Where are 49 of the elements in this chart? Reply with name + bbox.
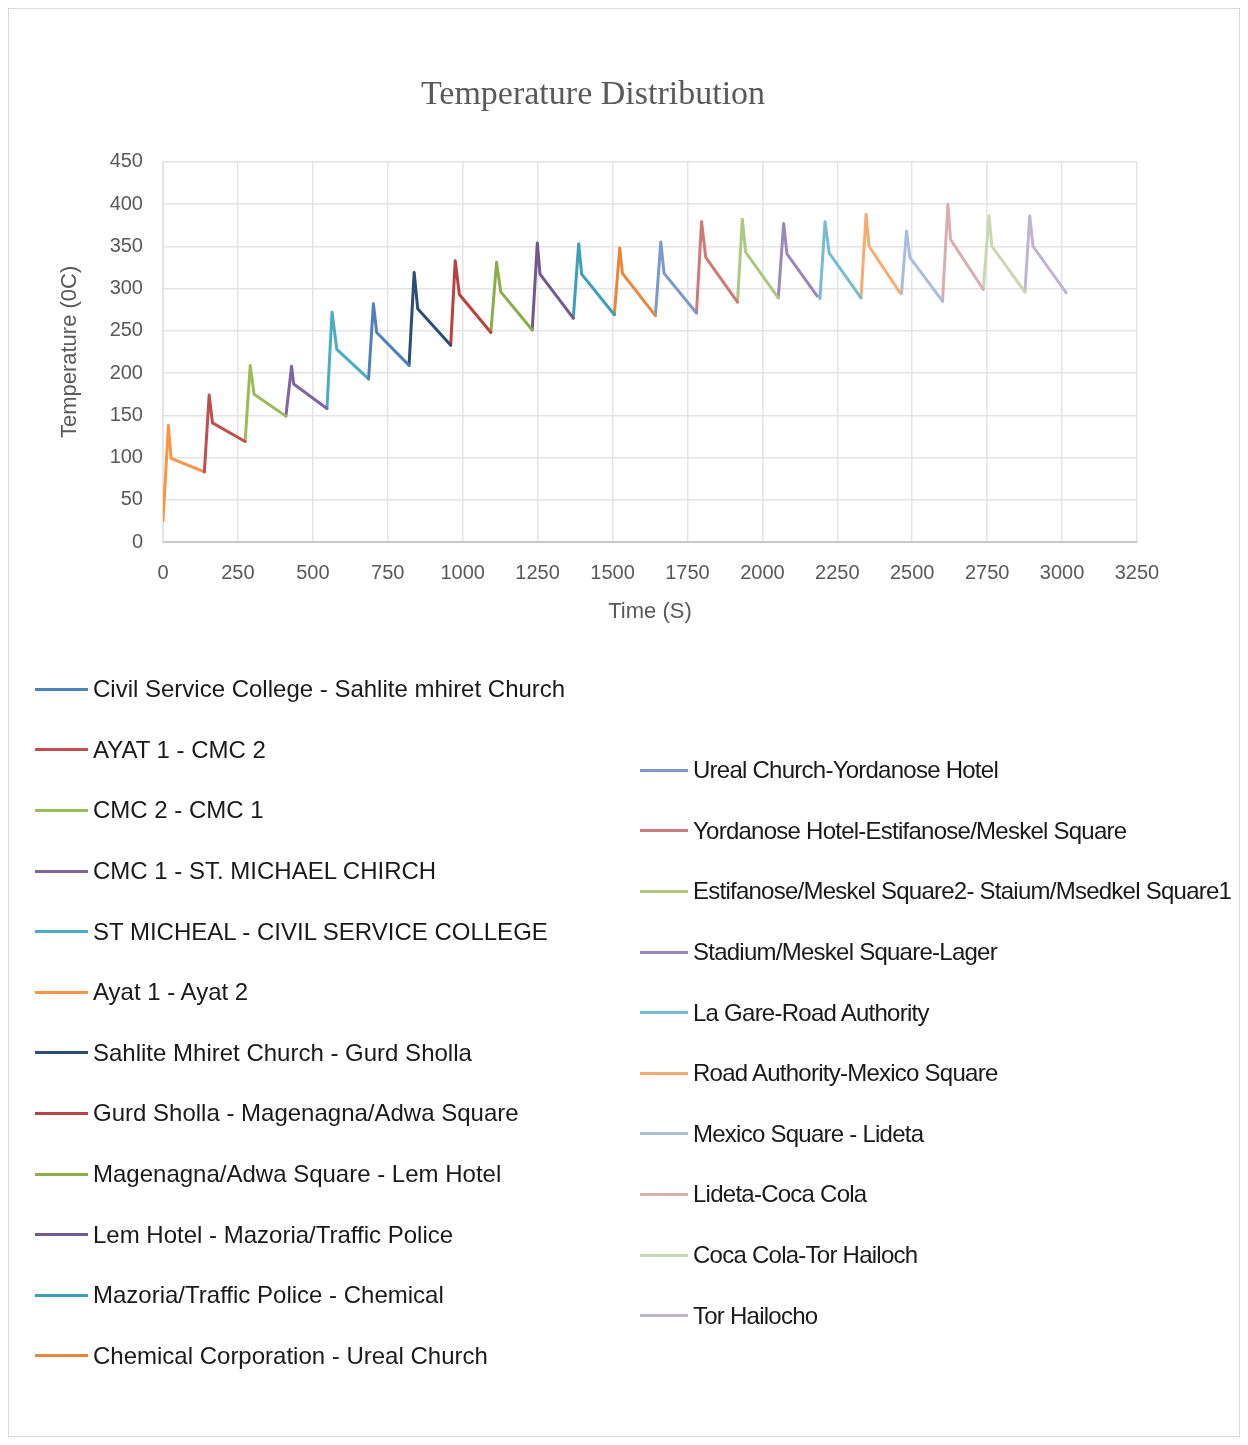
- x-tick-label: 1250: [515, 560, 560, 583]
- legend-label: Tor Hailocho: [693, 1301, 818, 1330]
- x-tick-label: 2750: [964, 560, 1010, 583]
- legend-label: ST MICHEAL - CIVIL SERVICE COLLEGE: [93, 917, 548, 946]
- legend-label: Coca Cola-Tor Hailoch: [693, 1241, 918, 1270]
- x-axis-title: Time (S): [608, 597, 692, 623]
- x-tick-label: 0: [157, 560, 169, 583]
- x-tick-label: 1000: [440, 560, 485, 583]
- legend-label: Magenagna/Adwa Square - Lem Hotel: [93, 1160, 502, 1189]
- y-tick-label: 150: [109, 402, 143, 425]
- legend-label: La Gare-Road Authority: [693, 998, 929, 1027]
- y-tick-label: 350: [109, 233, 143, 256]
- legend-label: Gurd Sholla - Magenagna/Adwa Square: [93, 1099, 519, 1128]
- y-axis-title: Temperature (0C): [56, 265, 82, 439]
- legend-label: Ayat 1 - Ayat 2: [93, 978, 249, 1007]
- legend-label: Ureal Church-Yordanose Hotel: [693, 756, 998, 785]
- legend-label: Chemical Corporation - Ureal Church: [93, 1341, 488, 1370]
- legend-label: Mazoria/Traffic Police - Chemical: [93, 1281, 444, 1310]
- y-tick-label: 0: [131, 529, 143, 552]
- x-tick-label: 1500: [590, 560, 635, 583]
- x-tick-label: 1750: [665, 560, 710, 583]
- x-tick-label: 750: [371, 560, 405, 583]
- legend-label: CMC 1 - ST. MICHAEL CHIRCH: [93, 857, 437, 886]
- legend-label: Yordanose Hotel-Estifanose/Meskel Square: [693, 816, 1127, 845]
- y-tick-label: 100: [109, 445, 143, 468]
- x-tick-label: 3250: [1114, 560, 1160, 583]
- legend-label: AYAT 1 - CMC 2: [93, 735, 266, 764]
- y-tick-label: 200: [109, 360, 143, 383]
- y-tick-label: 50: [120, 487, 143, 510]
- legend-label: Lideta-Coca Cola: [693, 1180, 867, 1209]
- legend-label: Civil Service College - Sahlite mhiret Church: [93, 675, 566, 704]
- legend-label: Sahlite Mhiret Church - Gurd Sholla: [93, 1038, 472, 1067]
- chart-title: Temperature Distribution: [420, 74, 766, 112]
- legend-label: CMC 2 - CMC 1: [93, 796, 264, 825]
- x-tick-label: 2250: [815, 560, 860, 583]
- legend-label: Road Authority-Mexico Square: [693, 1059, 998, 1088]
- y-tick-label: 400: [109, 191, 143, 214]
- x-tick-label: 500: [296, 560, 330, 583]
- y-tick-label: 250: [109, 318, 143, 341]
- legend-label: Mexico Square - Lideta: [693, 1119, 924, 1148]
- y-tick-label: 300: [109, 276, 143, 299]
- x-tick-label: 250: [221, 560, 255, 583]
- x-tick-label: 2000: [740, 560, 785, 583]
- legend-label: Estifanose/Meskel Square2- Staium/Msedkel Square1: [693, 877, 1232, 906]
- x-tick-label: 2500: [889, 560, 935, 583]
- legend-label: Stadium/Meskel Square-Lager: [693, 938, 997, 967]
- x-tick-label: 3000: [1039, 560, 1085, 583]
- legend-label: Lem Hotel - Mazoria/Traffic Police: [93, 1220, 454, 1249]
- y-tick-label: 450: [109, 149, 143, 172]
